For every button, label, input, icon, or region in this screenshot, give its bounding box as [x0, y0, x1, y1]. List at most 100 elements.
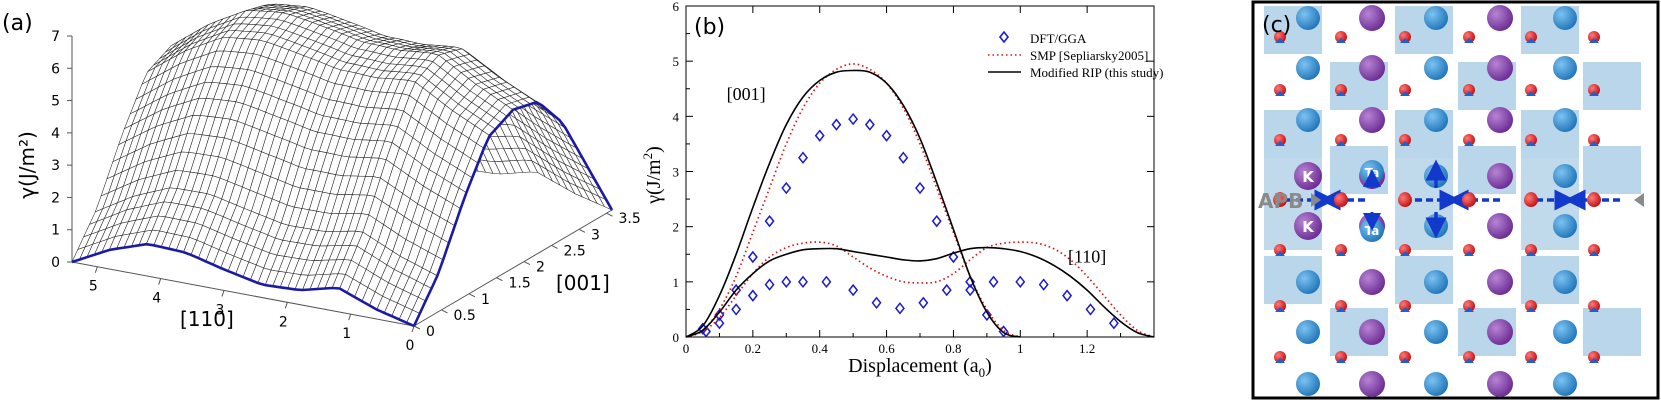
z-tick-label: 0 [51, 255, 60, 271]
series-110-solid [685, 246, 1155, 338]
k-atom [1487, 371, 1513, 397]
y-axis-label-end: ) [643, 146, 665, 153]
ta-atom [1296, 56, 1320, 80]
ta-atom [1424, 56, 1448, 80]
data-point [881, 129, 892, 142]
o-displacement-marker [1526, 141, 1536, 146]
series-group [685, 63, 1155, 338]
y-tick-label: 1 [481, 292, 490, 308]
o-atom [1463, 300, 1475, 312]
o-atom [1525, 31, 1537, 43]
legend-label-rip: Modified RIP (this study) [1030, 65, 1164, 80]
x-tick-mark [221, 290, 225, 297]
series-001-solid [685, 69, 1021, 338]
annotations: [001] [110] [727, 84, 1107, 267]
data-point [948, 250, 959, 264]
o-displacement-marker [1589, 251, 1599, 256]
o-atom [1335, 300, 1347, 312]
o-atom-apb [1334, 193, 1348, 207]
o-displacement-marker [1275, 141, 1285, 146]
o-displacement-marker [1464, 358, 1474, 363]
o-atom [1463, 31, 1475, 43]
o-atom [1335, 351, 1347, 363]
data-point [781, 181, 792, 195]
y-tick-mark [496, 277, 503, 282]
z-tick-label: 6 [51, 61, 60, 77]
k-atom [1487, 319, 1513, 345]
x-axis-label: Displacement (a0) [848, 355, 992, 380]
apb-label: APB [1258, 189, 1303, 213]
data-point [764, 214, 775, 228]
o-atom [1588, 84, 1600, 96]
data-point [965, 283, 976, 297]
data-point [821, 275, 832, 289]
ta-atom [1424, 108, 1448, 132]
k-atom [1359, 371, 1385, 397]
ta-atom [1553, 164, 1577, 188]
o-atom [1335, 244, 1347, 256]
panel-a-surface-plot: (a) 0 1 2 3 4 5 6 7 γ(J/m²) 0 1 2 3 4 5 0 0.5 1 1.5 2 2.5… [2, 3, 641, 354]
y-tick-mark [413, 325, 421, 330]
o-displacement-marker [1464, 251, 1474, 256]
lattice-cell [1583, 308, 1641, 356]
o-atom [1588, 351, 1600, 363]
o-displacement-marker [1589, 38, 1599, 43]
panel-c-schematic: K K Ta Ta (c) APB [1251, 0, 1660, 400]
y-axis-label-superscript: 2 [640, 153, 655, 160]
o-displacement-marker [1336, 307, 1346, 312]
ta-atom-label: Ta [1365, 166, 1380, 180]
series-line [685, 246, 1155, 338]
o-displacement-marker [1464, 307, 1474, 312]
o-atom [1588, 244, 1600, 256]
o-atom [1274, 300, 1286, 312]
z-tick-label: 4 [51, 126, 60, 142]
y-tick-label: 1 [673, 275, 680, 290]
x-axis-ticks: 0 1 2 3 4 5 [89, 266, 415, 354]
z-tick-label: 7 [51, 29, 60, 45]
data-point [1015, 275, 1026, 289]
ta-atom [1296, 372, 1320, 396]
data-point [764, 278, 775, 291]
k-atom [1359, 5, 1385, 31]
o-atom [1463, 84, 1475, 96]
y-tick-label: 5 [673, 54, 680, 69]
o-displacement-marker [1336, 38, 1346, 43]
lattice-cell [1583, 146, 1641, 194]
o-displacement-marker [1589, 141, 1599, 146]
o-displacement-marker [1336, 91, 1346, 96]
o-displacement-marker [1400, 38, 1410, 43]
y-axis-label-main: γ(J/m [643, 159, 665, 205]
o-atom [1525, 244, 1537, 256]
o-atom-apb [1524, 193, 1538, 207]
x-tick-label: 0 [683, 341, 690, 356]
o-displacement-marker [1336, 358, 1346, 363]
x-tick-label: 3 [216, 302, 225, 318]
ta-atom [1424, 320, 1448, 344]
y-tick-mark [523, 261, 531, 266]
y-tick-label: 1.5 [509, 276, 531, 292]
x-tick-label: 5 [89, 279, 98, 295]
y-tick-label: 3 [673, 165, 680, 180]
x-tick-mark [158, 278, 162, 285]
z-tick-label: 2 [51, 190, 60, 206]
o-displacement-marker [1400, 358, 1410, 363]
y-tick-mark [578, 228, 586, 233]
data-point [981, 308, 992, 322]
data-point [798, 275, 808, 289]
o-atom-apb [1587, 193, 1601, 207]
x-axis-label-main: Displacement (a [848, 355, 979, 377]
o-displacement-marker [1526, 251, 1536, 256]
x-axis-line [71, 261, 415, 327]
ta-atom [1296, 6, 1320, 30]
o-atom [1335, 134, 1347, 146]
z-tick-label: 5 [51, 94, 60, 110]
o-displacement-marker [1275, 38, 1285, 43]
series-line [685, 63, 1021, 338]
ta-atom [1553, 108, 1577, 132]
k-atom [1487, 107, 1513, 133]
data-point [747, 289, 758, 302]
o-displacement-marker [1589, 91, 1599, 96]
data-point [894, 302, 905, 315]
z-axis-ticks: 0 1 2 3 4 5 6 7 [51, 29, 72, 271]
x-axis-label-end: ) [985, 355, 992, 377]
